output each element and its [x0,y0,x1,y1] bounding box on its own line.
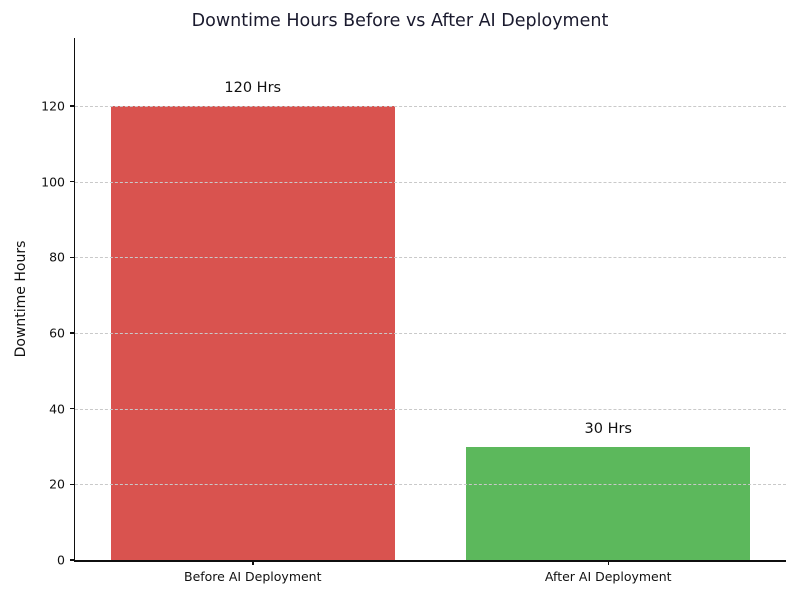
y-tick-mark [70,407,75,410]
gridline-20 [75,484,786,486]
gridline-40 [75,408,786,410]
gridline-80 [75,257,786,259]
bar-value-label-before-ai-deployment: 120 Hrs [224,80,282,97]
x-axis-spine [73,560,786,562]
y-tick-mark [70,559,75,561]
y-tick-label: 20 [49,476,65,492]
y-tick-label: 60 [49,325,65,341]
y-tick-label: 40 [49,401,65,417]
y-tick-mark [70,105,75,107]
gridline-100 [75,181,786,183]
x-tick-label-after-ai-deployment: After AI Deployment [544,569,672,584]
x-tick-mark [607,560,609,565]
x-tick-mark [252,560,254,565]
x-tick-label-before-ai-deployment: Before AI Deployment [183,569,322,584]
plot-area: 0 20 40 60 80 100 120 Before AI Deployment 120 H… [41,38,786,584]
y-tick-mark [70,180,75,183]
bar-after-ai-deployment [466,446,751,560]
chart-title: Downtime Hours Before vs After AI Deploy… [191,11,609,31]
y-axis-label: Downtime Hours [13,240,29,358]
y-tick-mark [70,332,75,334]
y-tick-label: 0 [57,552,65,568]
y-tick-mark [70,256,75,259]
y-axis-spine [73,38,75,560]
gridline-120 [75,106,786,108]
gridline-60 [75,333,786,335]
bar-value-label-after-ai-deployment: 30 Hrs [584,420,632,437]
y-tick-label: 120 [41,98,65,114]
y-tick-mark [70,483,75,486]
y-tick-label: 80 [49,249,65,265]
y-tick-label: 100 [41,174,65,190]
